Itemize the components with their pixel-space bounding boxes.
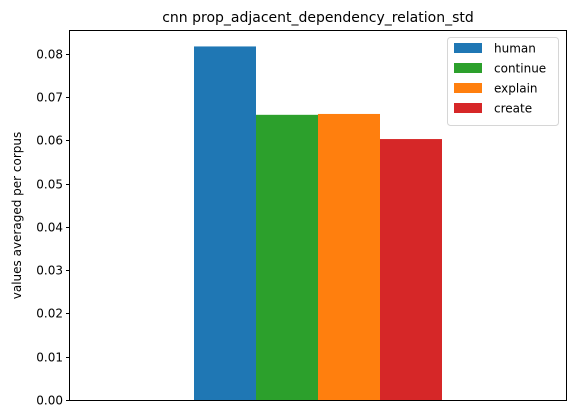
legend-swatch-create bbox=[454, 103, 482, 113]
legend-label-continue: continue bbox=[494, 62, 546, 76]
legend-label-human: human bbox=[494, 42, 536, 56]
legend-label-explain: explain bbox=[494, 82, 538, 96]
chart-title: cnn prop_adjacent_dependency_relation_st… bbox=[162, 10, 474, 26]
y-tick-label: 0.07 bbox=[36, 91, 63, 105]
legend-label-create: create bbox=[494, 102, 532, 116]
legend-swatch-explain bbox=[454, 83, 482, 93]
y-tick-label: 0.02 bbox=[36, 307, 63, 321]
bar-explain bbox=[318, 113, 380, 400]
y-tick-label: 0.06 bbox=[36, 134, 63, 148]
y-tick-label: 0.04 bbox=[36, 221, 63, 235]
bar-human bbox=[194, 46, 256, 400]
y-tick-label: 0.03 bbox=[36, 264, 63, 278]
y-tick-label: 0.08 bbox=[36, 48, 63, 62]
legend-swatch-human bbox=[454, 43, 482, 53]
plot-frame bbox=[69, 30, 567, 401]
y-tick-label: 0.00 bbox=[36, 394, 63, 408]
bar-continue bbox=[256, 114, 318, 400]
bar-create bbox=[380, 139, 442, 401]
y-axis-ticks: 0.00 0.01 0.02 0.03 0.04 0.05 0.06 0.07 0.08 bbox=[36, 48, 70, 408]
legend: human continue explain create bbox=[447, 37, 559, 126]
y-tick-label: 0.05 bbox=[36, 178, 63, 192]
y-axis-label: values averaged per corpus bbox=[10, 132, 24, 300]
y-tick-label: 0.01 bbox=[36, 351, 63, 365]
legend-swatch-continue bbox=[454, 63, 482, 73]
bars-group bbox=[194, 46, 442, 401]
